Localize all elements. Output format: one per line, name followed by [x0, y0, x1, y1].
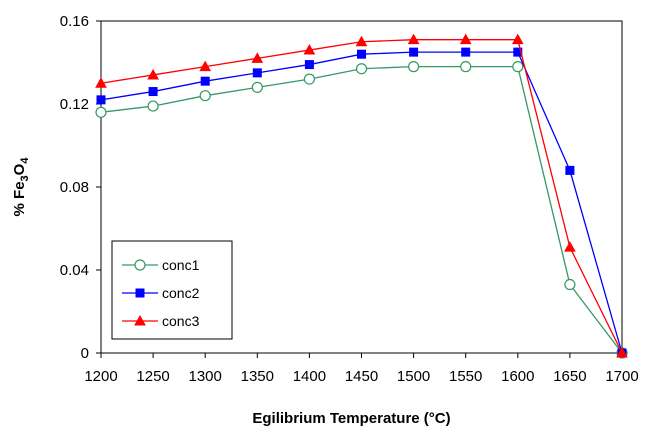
- data-point-conc2: [565, 165, 575, 175]
- data-point-conc3: [459, 33, 472, 45]
- x-tick-label: 1600: [501, 368, 534, 385]
- x-tick-label: 1700: [605, 368, 638, 385]
- data-point-conc2: [304, 60, 314, 70]
- data-point-conc2: [409, 47, 419, 57]
- axes: 0 0.04 0.08 0.12 0.16 1200 1250 1300 1350 1400 145…: [60, 13, 639, 385]
- legend-label: conc1: [162, 257, 200, 273]
- legend-marker: [134, 314, 146, 326]
- legend-label: conc3: [162, 313, 200, 329]
- legend-box: [111, 240, 233, 340]
- data-point-conc3: [355, 35, 368, 47]
- data-point-conc2: [357, 49, 366, 59]
- legend-marker: [134, 259, 146, 271]
- legend: conc1 conc2 conc3: [111, 240, 233, 340]
- legend-label: conc2: [162, 285, 200, 301]
- legend-item-conc3: conc3: [122, 313, 200, 329]
- y-tick-label: 0.08: [60, 179, 89, 196]
- y-tick-label: 0.04: [60, 262, 89, 279]
- y-axis-title: % Fe3O4: [11, 157, 31, 217]
- y-axis-title-part: O: [11, 163, 28, 175]
- x-tick-label: 1500: [397, 368, 430, 385]
- data-point-conc3: [95, 77, 107, 88]
- legend-item-conc1: conc1: [122, 257, 200, 273]
- x-tick-label: 1300: [189, 368, 222, 385]
- data-point-conc3: [511, 33, 524, 45]
- y-axis-title-subscript: 3: [19, 175, 31, 181]
- x-tick-label: 1400: [293, 368, 326, 385]
- x-tick-label: 1450: [345, 368, 378, 385]
- x-tick-label: 1250: [136, 368, 169, 385]
- data-point-conc3: [147, 68, 159, 80]
- data-point-conc1: [251, 81, 263, 94]
- y-axis-title-subscript: 4: [19, 157, 31, 164]
- legend-marker: [135, 288, 145, 298]
- x-tick-label: 1550: [449, 368, 482, 385]
- data-point-conc1: [564, 278, 576, 291]
- data-point-conc3: [303, 44, 316, 55]
- y-axis-title-part: % Fe: [11, 181, 28, 216]
- axis-titles: Egilibrium Temperature (°C) % Fe3O4: [11, 157, 451, 427]
- x-axis-title: Egilibrium Temperature (°C): [252, 410, 450, 427]
- series-layer: [95, 33, 628, 359]
- data-point-conc1: [460, 61, 472, 73]
- data-point-conc3: [251, 52, 264, 63]
- data-point-conc2: [96, 95, 106, 105]
- data-point-conc1: [199, 90, 211, 102]
- data-point-conc1: [303, 73, 315, 85]
- data-point-conc2: [148, 87, 158, 97]
- data-point-conc3: [407, 33, 420, 45]
- data-point-conc2: [200, 76, 210, 86]
- series-conc3: [95, 33, 628, 358]
- data-point-conc2: [461, 47, 471, 57]
- x-tick-label: 1650: [553, 368, 586, 385]
- data-point-conc3: [616, 346, 628, 358]
- data-point-conc1: [408, 61, 420, 73]
- data-point-conc3: [199, 60, 212, 72]
- legend-item-conc2: conc2: [122, 285, 200, 301]
- data-point-conc1: [147, 100, 159, 112]
- y-tick-label: 0.16: [60, 13, 89, 30]
- data-point-conc2: [252, 68, 262, 78]
- y-tick-label: 0.12: [60, 96, 89, 113]
- data-point-conc1: [95, 106, 107, 118]
- x-tick-label: 1200: [84, 368, 117, 385]
- data-point-conc1: [512, 61, 524, 73]
- x-tick-label: 1350: [241, 368, 274, 385]
- data-point-conc2: [513, 47, 523, 57]
- data-point-conc3: [564, 241, 576, 252]
- data-point-conc1: [355, 63, 368, 75]
- y-tick-label: 0: [81, 345, 89, 362]
